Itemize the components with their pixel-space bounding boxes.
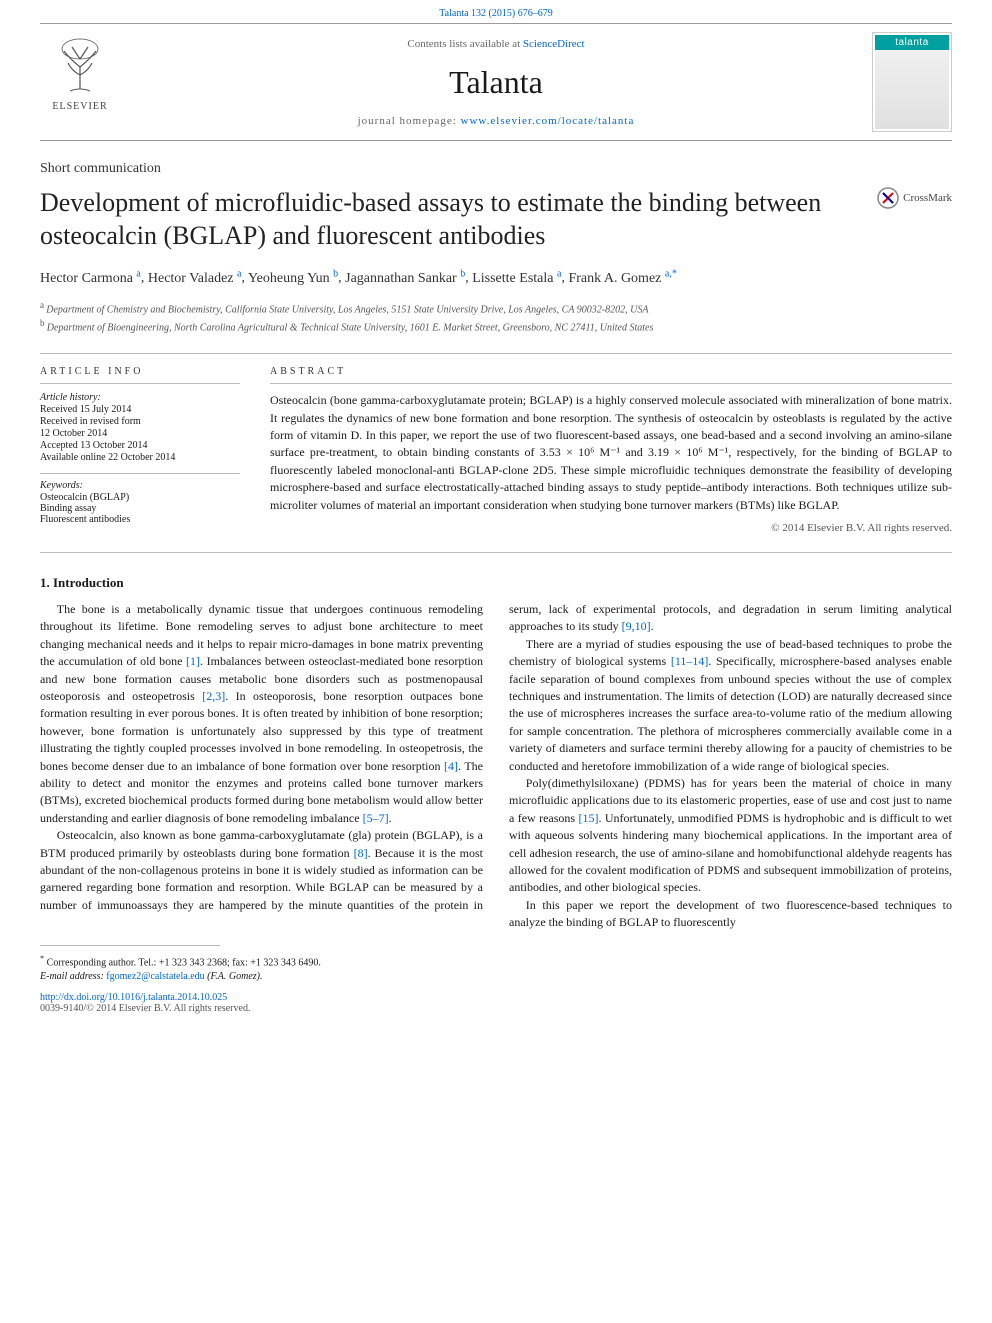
footer-divider xyxy=(40,945,220,946)
history-item: 12 October 2014 xyxy=(40,428,240,439)
article-title: Development of microfluidic-based assays… xyxy=(40,187,857,252)
reference-link[interactable]: [8] xyxy=(354,846,368,860)
author-affiliation-marker: a xyxy=(136,268,140,279)
crossmark-badge[interactable]: CrossMark xyxy=(877,187,952,209)
crossmark-label: CrossMark xyxy=(903,192,952,204)
email-line: E-mail address: fgomez2@calstatela.edu (… xyxy=(40,971,952,982)
abstract-copyright: © 2014 Elsevier B.V. All rights reserved… xyxy=(270,522,952,534)
author: Lissette Estala a xyxy=(472,271,561,286)
history-item: Received in revised form xyxy=(40,416,240,427)
history-list: Received 15 July 2014Received in revised… xyxy=(40,404,240,463)
author-affiliation-marker: b xyxy=(333,268,338,279)
author: Jagannathan Sankar b xyxy=(345,271,465,286)
doi-link[interactable]: http://dx.doi.org/10.1016/j.talanta.2014… xyxy=(40,992,227,1003)
email-link[interactable]: fgomez2@calstatela.edu xyxy=(106,971,204,982)
homepage-label: journal homepage: xyxy=(358,115,461,127)
author-affiliation-marker: a xyxy=(237,268,241,279)
article-info-heading: ARTICLE INFO xyxy=(40,366,240,384)
affiliation: b Department of Bioengineering, North Ca… xyxy=(40,317,952,335)
author: Hector Valadez a xyxy=(148,271,242,286)
homepage-link[interactable]: www.elsevier.com/locate/talanta xyxy=(461,115,635,127)
journal-name: Talanta xyxy=(120,64,872,101)
divider xyxy=(40,353,952,354)
reference-link[interactable]: [2,3] xyxy=(202,689,225,703)
journal-cover-thumb: talanta xyxy=(872,32,952,132)
abstract-text: Osteocalcin (bone gamma-carboxyglutamate… xyxy=(270,392,952,514)
journal-header-center: Contents lists available at ScienceDirec… xyxy=(120,38,872,127)
keywords-label: Keywords: xyxy=(40,473,240,491)
publisher-logo: ELSEVIER xyxy=(40,37,120,127)
keywords-list: Osteocalcin (BGLAP)Binding assayFluoresc… xyxy=(40,492,240,525)
corresponding-marker: * xyxy=(672,268,677,279)
article-info: ARTICLE INFO Article history: Received 1… xyxy=(40,366,240,534)
email-label: E-mail address: xyxy=(40,971,106,982)
sciencedirect-link[interactable]: ScienceDirect xyxy=(523,38,585,50)
history-item: Accepted 13 October 2014 xyxy=(40,440,240,451)
reference-link[interactable]: [4] xyxy=(444,759,458,773)
body-paragraph: The bone is a metabolically dynamic tiss… xyxy=(40,601,483,827)
author: Hector Carmona a xyxy=(40,271,141,286)
issn-line: 0039-9140/© 2014 Elsevier B.V. All right… xyxy=(40,1003,952,1014)
journal-homepage: journal homepage: www.elsevier.com/locat… xyxy=(120,115,872,127)
journal-header: ELSEVIER Contents lists available at Sci… xyxy=(40,23,952,141)
reference-link[interactable]: [1] xyxy=(186,654,200,668)
keyword: Fluorescent antibodies xyxy=(40,514,240,525)
affiliations: a Department of Chemistry and Biochemist… xyxy=(40,299,952,336)
author-list: Hector Carmona a, Hector Valadez a, Yeoh… xyxy=(40,266,952,289)
corresponding-note: * Corresponding author. Tel.: +1 323 343… xyxy=(40,954,952,968)
contents-label: Contents lists available at xyxy=(407,38,522,50)
asterisk-icon: * xyxy=(40,954,44,963)
body-paragraph: Poly(dimethylsiloxane) (PDMS) has for ye… xyxy=(509,775,952,897)
reference-link[interactable]: [9,10] xyxy=(622,619,651,633)
divider xyxy=(40,552,952,553)
body-text: The bone is a metabolically dynamic tiss… xyxy=(40,601,952,931)
author-affiliation-marker: a xyxy=(557,268,561,279)
history-label: Article history: xyxy=(40,392,240,403)
email-person: (F.A. Gomez). xyxy=(205,971,263,982)
reference-link[interactable]: [11–14] xyxy=(671,654,709,668)
section-heading: 1. Introduction xyxy=(40,575,952,591)
keyword: Binding assay xyxy=(40,503,240,514)
history-item: Available online 22 October 2014 xyxy=(40,452,240,463)
affiliation: a Department of Chemistry and Biochemist… xyxy=(40,299,952,317)
author-affiliation-marker: b xyxy=(460,268,465,279)
author: Frank A. Gomez a,* xyxy=(568,271,676,286)
contents-line: Contents lists available at ScienceDirec… xyxy=(120,38,872,50)
keyword: Osteocalcin (BGLAP) xyxy=(40,492,240,503)
body-paragraph: In this paper we report the development … xyxy=(509,897,952,932)
body-paragraph: There are a myriad of studies espousing … xyxy=(509,636,952,775)
corr-note-text: Corresponding author. Tel.: +1 323 343 2… xyxy=(47,958,321,969)
history-item: Received 15 July 2014 xyxy=(40,404,240,415)
author: Yeoheung Yun b xyxy=(248,271,338,286)
crossmark-icon xyxy=(877,187,899,209)
publisher-name: ELSEVIER xyxy=(52,101,107,112)
page-citation: Talanta 132 (2015) 676–679 xyxy=(0,0,992,23)
article-type: Short communication xyxy=(40,161,952,177)
abstract: ABSTRACT Osteocalcin (bone gamma-carboxy… xyxy=(270,366,952,534)
reference-link[interactable]: [15] xyxy=(578,811,598,825)
reference-link[interactable]: [5–7] xyxy=(363,811,389,825)
cover-badge: talanta xyxy=(875,35,949,50)
elsevier-tree-icon xyxy=(50,37,110,97)
doi-line: http://dx.doi.org/10.1016/j.talanta.2014… xyxy=(40,992,952,1003)
abstract-heading: ABSTRACT xyxy=(270,366,952,384)
cover-image xyxy=(875,50,949,129)
citation-link[interactable]: Talanta 132 (2015) 676–679 xyxy=(439,8,552,19)
